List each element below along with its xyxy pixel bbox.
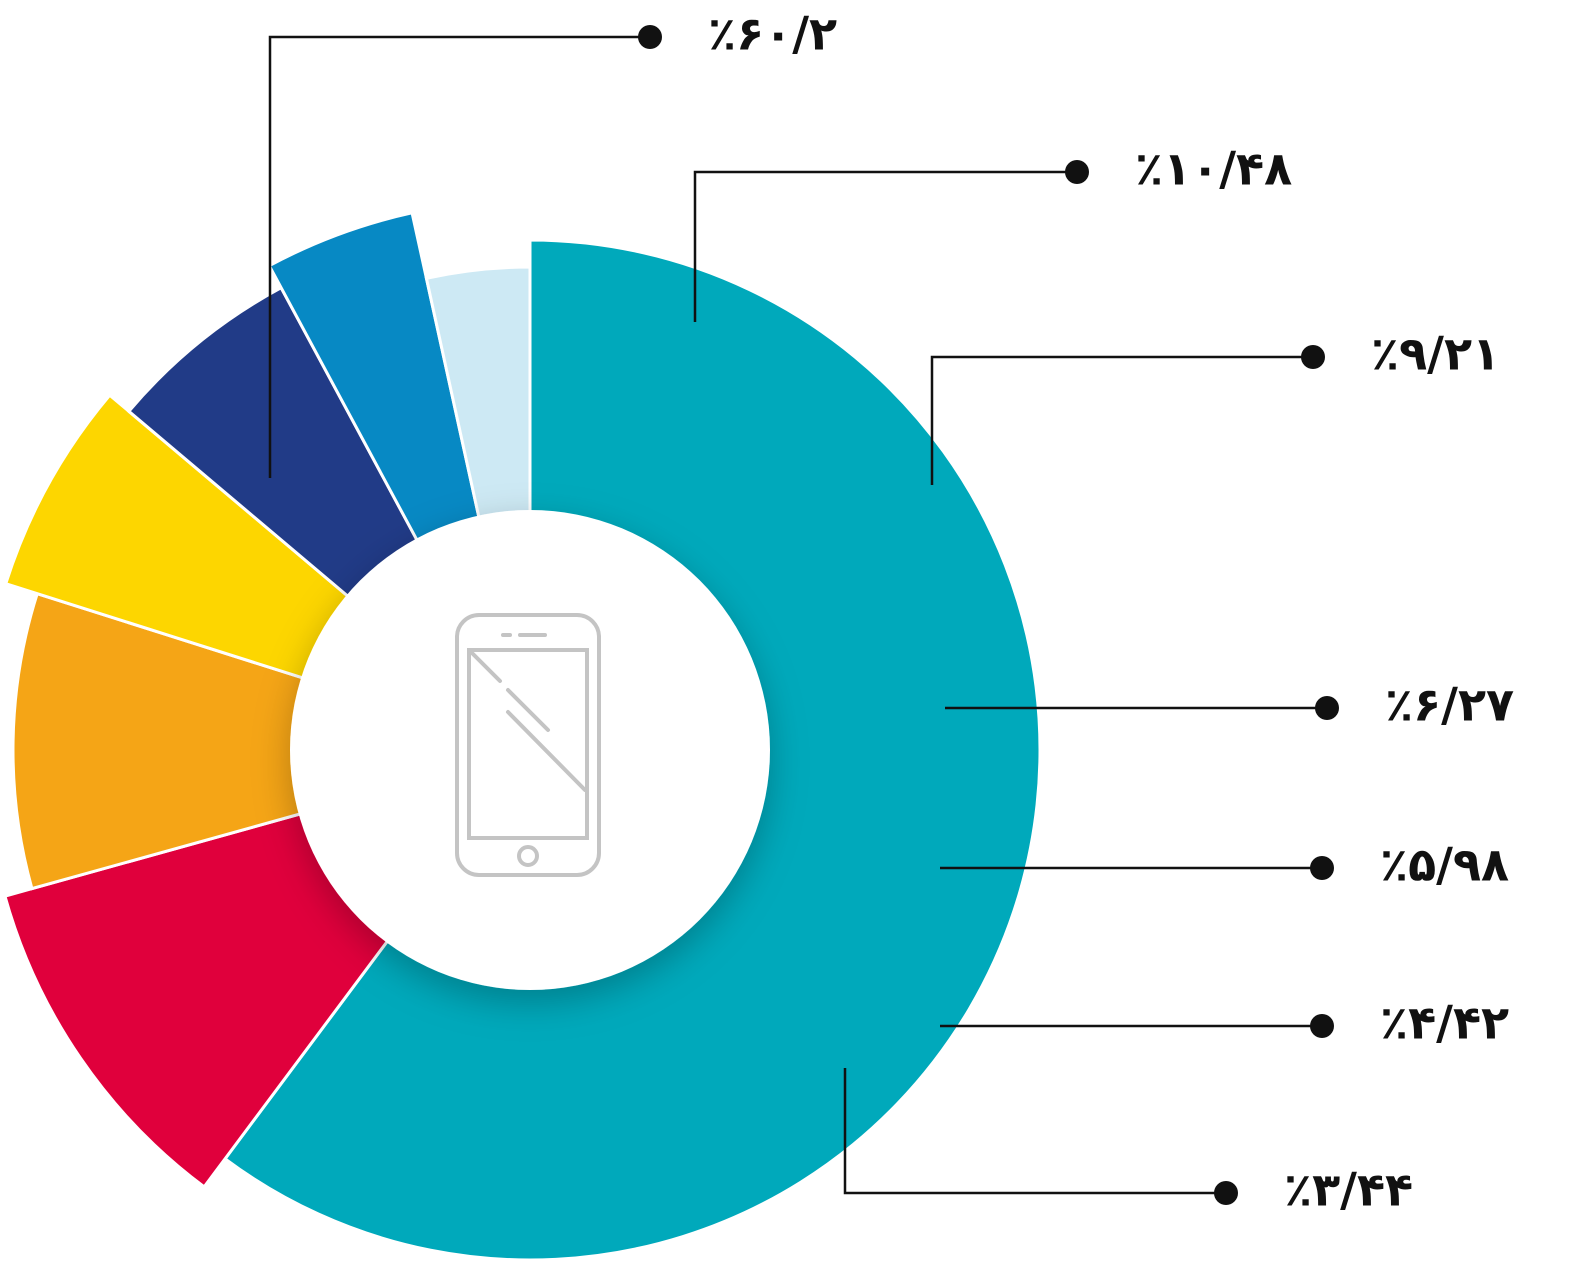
leader-line: [843, 1068, 1226, 1195]
leader-dot: [1065, 160, 1089, 184]
value-label: ٪۳/۴۴: [1284, 1163, 1413, 1217]
leader-dot: [638, 25, 662, 49]
value-label: ٪۵/۹۸: [1380, 838, 1509, 892]
leaders: ٪۶۰/۲ ٪۱۰/۴۸ ٪۹/۲۱ ٪۶/۲۷ ٪۵/۹۸ ٪۴/۴۲ ٪۳/۴۴: [268, 7, 1514, 1217]
leader-dot: [1214, 1181, 1238, 1205]
leader-dot: [1310, 1014, 1334, 1038]
value-label: ٪۶/۲۷: [1385, 678, 1514, 732]
value-label: ٪۶۰/۲: [708, 7, 837, 61]
center-hole: [290, 510, 770, 990]
phone-icon: [455, 613, 601, 877]
leader-dot: [1310, 856, 1334, 880]
value-label: ٪۴/۴۲: [1380, 996, 1509, 1050]
leader-line: [268, 35, 650, 478]
value-label: ٪۹/۲۱: [1371, 327, 1500, 381]
leader-dot: [1301, 345, 1325, 369]
leader-line: [693, 170, 1077, 322]
value-label: ٪۱۰/۴۸: [1135, 142, 1292, 196]
leader-dot: [1315, 696, 1339, 720]
leader-line: [930, 355, 1313, 485]
segments: [3, 211, 1042, 1262]
